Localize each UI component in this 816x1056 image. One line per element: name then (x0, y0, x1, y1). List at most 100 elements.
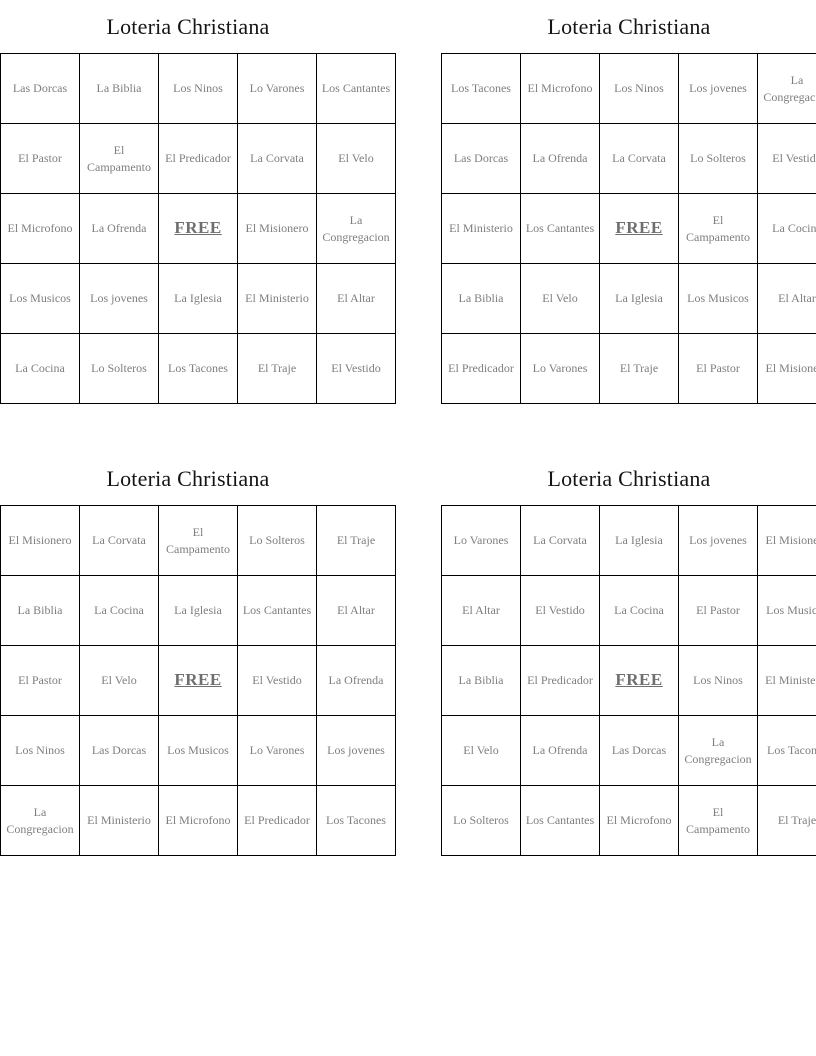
bingo-row: El Velo La Ofrenda Las Dorcas La Congregaci… (441, 715, 816, 786)
bingo-cell: El Velo (520, 263, 600, 334)
bingo-cell: La Congregacion (0, 785, 80, 856)
bingo-cell: El Altar (757, 263, 816, 334)
bingo-row: La Biblia La Cocina La Iglesia Los Cantante… (0, 575, 396, 646)
bingo-cell: El Microfono (599, 785, 679, 856)
free-cell: FREE (599, 193, 679, 264)
bingo-row: Las Dorcas La Ofrenda La Corvata Lo Soltero… (441, 123, 816, 194)
bingo-cell: La Ofrenda (79, 193, 159, 264)
bingo-row: El Pastor El Campamento El Predicador La Co… (0, 123, 396, 194)
bingo-cell: La Ofrenda (520, 715, 600, 786)
bingo-cell: La Biblia (79, 53, 159, 124)
bingo-cell: El Microfono (158, 785, 238, 856)
bingo-cell: El Traje (237, 333, 317, 404)
bingo-cell: La Iglesia (599, 263, 679, 334)
bingo-card-top-right: Loteria Christiana Los Tacones El Microfo… (441, 15, 816, 404)
bingo-grid: Los Tacones El Microfono Los Ninos Los jove… (441, 53, 816, 404)
bingo-card-bottom-right: Loteria Christiana Lo Varones La Corvata L… (441, 467, 816, 856)
bingo-row: Las Dorcas La Biblia Los Ninos Lo Varones Lo… (0, 53, 396, 124)
bingo-cell: El Pastor (678, 575, 758, 646)
bingo-cell: La Biblia (0, 575, 80, 646)
bingo-row: El Pastor El Velo FREE El Vestido La Ofrenda (0, 645, 396, 716)
bingo-cell: El Vestido (316, 333, 396, 404)
bingo-cell: La Cocina (599, 575, 679, 646)
bingo-cell: El Campamento (678, 785, 758, 856)
bingo-cell: El Campamento (79, 123, 159, 194)
free-cell: FREE (158, 193, 238, 264)
bingo-cell: Los Musicos (0, 263, 80, 334)
bingo-cell: Los jovenes (316, 715, 396, 786)
bingo-cell: La Cocina (79, 575, 159, 646)
bingo-cell: El Predicador (520, 645, 600, 716)
bingo-cell: La Biblia (441, 645, 521, 716)
bingo-row: La Cocina Lo Solteros Los Tacones El Traje E… (0, 333, 396, 404)
bingo-row: Los Tacones El Microfono Los Ninos Los jove… (441, 53, 816, 124)
bingo-cell: Lo Varones (237, 715, 317, 786)
bingo-cell: El Predicador (158, 123, 238, 194)
bingo-cell: Los Ninos (158, 53, 238, 124)
bingo-card-bottom-left: Loteria Christiana El Misionero La Corvat… (0, 466, 396, 856)
bingo-cell: Lo Varones (441, 505, 521, 576)
card-title: Loteria Christiana (106, 466, 270, 491)
bingo-cell: Lo Varones (237, 53, 317, 124)
bingo-cell: El Predicador (441, 333, 521, 404)
bingo-row: Lo Varones La Corvata La Iglesia Los jovene… (441, 505, 816, 576)
bingo-cell: Los Musicos (678, 263, 758, 334)
bingo-cell: El Pastor (678, 333, 758, 404)
bingo-cell: La Iglesia (599, 505, 679, 576)
bingo-cell: La Iglesia (158, 575, 238, 646)
bingo-cell: El Misionero (757, 333, 816, 404)
bingo-cell: Los Tacones (441, 53, 521, 124)
bingo-cell: Las Dorcas (441, 123, 521, 194)
bingo-row: El Ministerio Los Cantantes FREE El Campame… (441, 193, 816, 264)
bingo-cell: Lo Solteros (237, 505, 317, 576)
bingo-cell: Las Dorcas (599, 715, 679, 786)
bingo-cell: El Misionero (0, 505, 80, 576)
bingo-cell: El Ministerio (79, 785, 159, 856)
bingo-cell: La Cocina (757, 193, 816, 264)
bingo-cell: Los Cantantes (520, 193, 600, 264)
bingo-cell: La Corvata (237, 123, 317, 194)
bingo-cell: Los jovenes (678, 505, 758, 576)
bingo-grid: Las Dorcas La Biblia Los Ninos Lo Varones Lo… (0, 53, 396, 404)
bingo-cell: La Congregacion (757, 53, 816, 124)
bingo-cell: La Cocina (0, 333, 80, 404)
bingo-cell: La Congregacion (678, 715, 758, 786)
bingo-cell: La Iglesia (158, 263, 238, 334)
bingo-cell: Lo Solteros (678, 123, 758, 194)
bingo-row: El Altar El Vestido La Cocina El Pastor Los … (441, 575, 816, 646)
bingo-cell: El Velo (79, 645, 159, 716)
bingo-cell: Los Tacones (158, 333, 238, 404)
card-title: Loteria Christiana (547, 14, 711, 39)
bingo-row: La Biblia El Velo La Iglesia Los Musicos El … (441, 263, 816, 334)
bingo-cell: Las Dorcas (0, 53, 80, 124)
bingo-row: El Microfono La Ofrenda FREE El Misionero La… (0, 193, 396, 264)
bingo-grid: Lo Varones La Corvata La Iglesia Los jovene… (441, 505, 816, 856)
bingo-cell: Las Dorcas (79, 715, 159, 786)
bingo-row: El Misionero La Corvata El Campamento Lo So… (0, 505, 396, 576)
bingo-cell: Los Ninos (678, 645, 758, 716)
bingo-cell: El Campamento (158, 505, 238, 576)
bingo-cell: El Vestido (520, 575, 600, 646)
bingo-cell: Lo Solteros (441, 785, 521, 856)
card-title: Loteria Christiana (547, 466, 711, 491)
bingo-cell: La Ofrenda (520, 123, 600, 194)
bingo-card-top-left: Loteria Christiana Las Dorcas La Biblia Lo… (0, 15, 396, 404)
bingo-cell: La Corvata (79, 505, 159, 576)
bingo-cell: Los Musicos (757, 575, 816, 646)
bingo-cell: Los jovenes (678, 53, 758, 124)
bingo-cell: Los Ninos (0, 715, 80, 786)
bingo-cell: El Vestido (757, 123, 816, 194)
bingo-cell: Los Cantantes (237, 575, 317, 646)
bingo-cell: La Corvata (520, 505, 600, 576)
bingo-cell: Los Tacones (316, 785, 396, 856)
free-cell: FREE (158, 645, 238, 716)
bingo-cell: Los Cantantes (316, 53, 396, 124)
bingo-cell: El Pastor (0, 123, 80, 194)
bingo-cell: El Altar (316, 263, 396, 334)
bingo-cell: La Ofrenda (316, 645, 396, 716)
bingo-row: La Biblia El Predicador FREE Los Ninos El Mi… (441, 645, 816, 716)
bingo-cell: Los Cantantes (520, 785, 600, 856)
bingo-row: Lo Solteros Los Cantantes El Microfono El C… (441, 785, 816, 856)
bingo-row: Los Ninos Las Dorcas Los Musicos Lo Varones… (0, 715, 396, 786)
bingo-cell: El Microfono (0, 193, 80, 264)
